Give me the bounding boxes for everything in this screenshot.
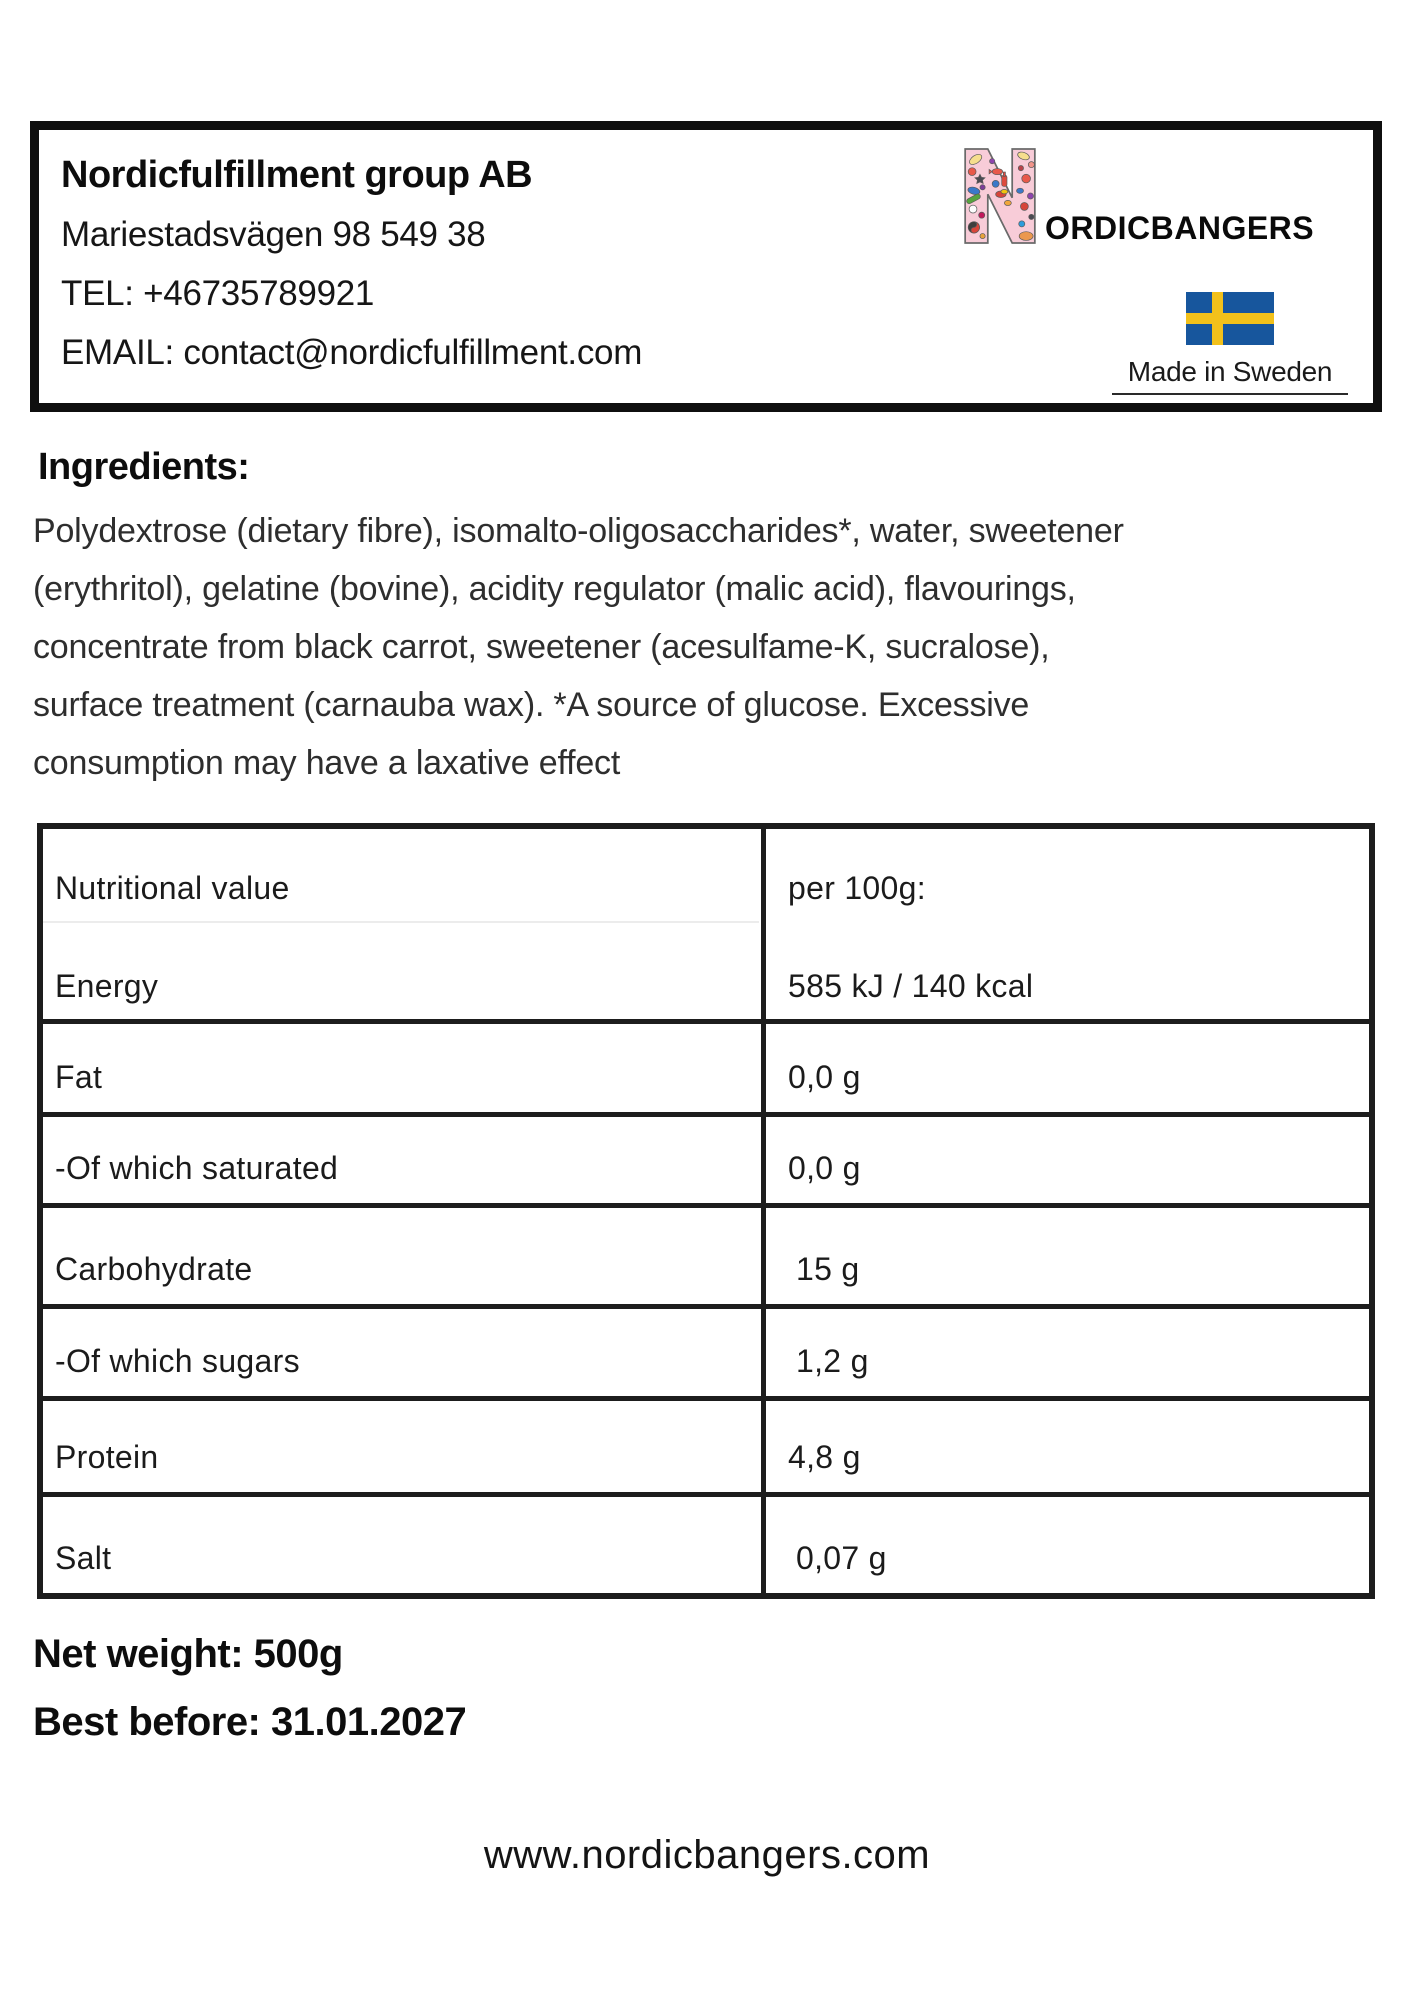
nutrition-label: Salt	[55, 1540, 112, 1576]
swedish-flag-icon	[1186, 292, 1274, 345]
nutrition-label: Fat	[55, 1059, 103, 1095]
nutrition-header-right: per 100g: 585 kJ / 140 kcal	[761, 829, 1369, 1019]
nutrition-row: Fat 0,0 g	[43, 1019, 1369, 1112]
company-email: EMAIL: contact@nordicfulfillment.com	[61, 333, 643, 372]
ingredient-line: Polydextrose (dietary fibre), isomalto-o…	[33, 512, 1124, 550]
nutrition-label: Energy	[55, 968, 159, 1004]
nutrition-value: 15 g	[796, 1251, 860, 1287]
nutrition-header-section: Nutritional value Energy per 100g: 585 k…	[43, 829, 1369, 1019]
nutrition-row: -Of which sugars 1,2 g	[43, 1304, 1369, 1396]
nutrition-table-title: Nutritional value	[55, 870, 290, 906]
brand-logo: ORDICBANGERS	[955, 142, 1314, 250]
nutrition-header-left: Nutritional value Energy	[43, 829, 761, 1019]
company-address: Mariestadsvägen 98 549 38	[61, 215, 486, 254]
nutrition-label: -Of which sugars	[55, 1343, 300, 1379]
made-in-underline	[1112, 393, 1348, 395]
nutrition-value: 585 kJ / 140 kcal	[788, 968, 1034, 1004]
nutrition-value: 0,0 g	[788, 1059, 861, 1095]
ingredient-line: concentrate from black carrot, sweetener…	[33, 628, 1050, 666]
brand-wordmark: ORDICBANGERS	[1045, 210, 1315, 246]
nutrition-row: Carbohydrate 15 g	[43, 1203, 1369, 1304]
candy-letter-n-icon	[964, 148, 1036, 244]
ingredients-heading: Ingredients:	[38, 446, 250, 488]
company-info-box: Nordicfulfillment group AB Mariestadsväg…	[30, 121, 1382, 412]
company-tel: TEL: +46735789921	[61, 274, 375, 313]
ingredient-line: surface treatment (carnauba wax). *A sou…	[33, 686, 1030, 724]
nutrition-label: Protein	[55, 1439, 159, 1475]
nutrition-row: Salt 0,07 g	[43, 1492, 1369, 1593]
divider	[43, 921, 759, 923]
nutrition-table: Nutritional value Energy per 100g: 585 k…	[37, 823, 1375, 1599]
nutrition-row: -Of which saturated 0,0 g	[43, 1112, 1369, 1203]
made-in-sweden-block: Made in Sweden	[1059, 292, 1401, 395]
best-before: Best before: 31.01.2027	[33, 1700, 467, 1744]
nutrition-value: 0,07 g	[796, 1540, 887, 1576]
company-block: Nordicfulfillment group AB Mariestadsväg…	[61, 154, 642, 373]
nutrition-label: -Of which saturated	[55, 1150, 339, 1186]
net-weight: Net weight: 500g	[33, 1632, 343, 1676]
nutrition-row: Protein 4,8 g	[43, 1396, 1369, 1492]
ingredients-text: Polydextrose (dietary fibre), isomalto-o…	[33, 502, 1393, 792]
ingredient-line: consumption may have a laxative effect	[33, 744, 621, 782]
company-name: Nordicfulfillment group AB	[61, 154, 533, 196]
nutrition-value: 1,2 g	[796, 1343, 869, 1379]
nutrition-unit-header: per 100g:	[788, 870, 926, 906]
ingredient-line: (erythritol), gelatine (bovine), acidity…	[33, 570, 1076, 608]
made-in-sweden-label: Made in Sweden	[1127, 356, 1333, 387]
nutrition-value: 0,0 g	[788, 1150, 861, 1186]
nutrition-value: 4,8 g	[788, 1439, 861, 1475]
website-url: www.nordicbangers.com	[483, 1833, 931, 1877]
nutrition-label: Carbohydrate	[55, 1251, 253, 1287]
